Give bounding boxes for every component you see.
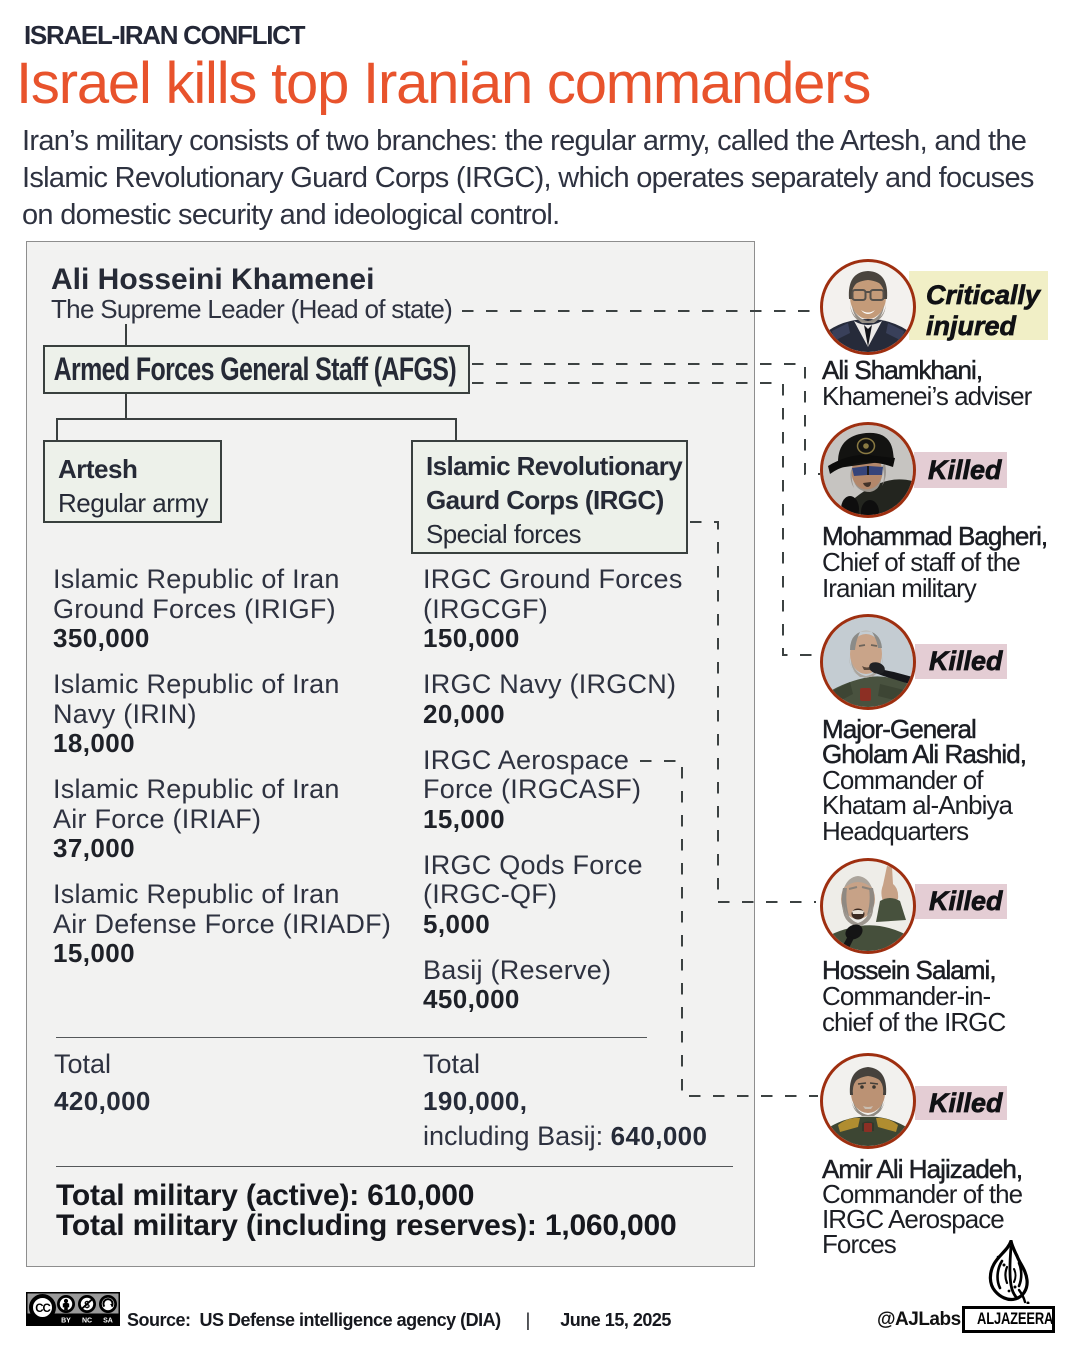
svg-text:SA: SA (103, 1318, 113, 1325)
svg-text:CC: CC (35, 1303, 50, 1315)
svg-text:NC: NC (82, 1318, 92, 1325)
svg-text:$: $ (84, 1300, 90, 1311)
svg-text:BY: BY (61, 1318, 71, 1325)
